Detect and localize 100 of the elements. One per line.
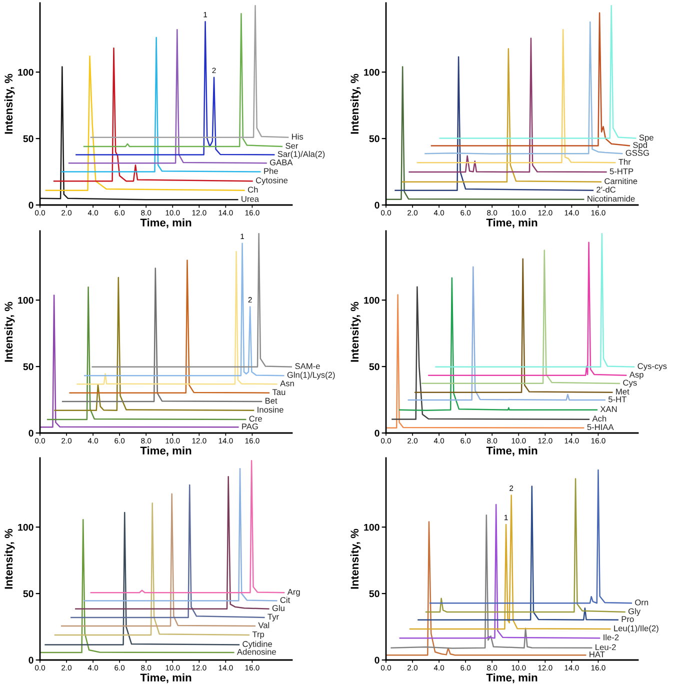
y-tick-label: 0 bbox=[28, 430, 34, 437]
y-tick-label: 50 bbox=[369, 135, 380, 142]
line-series bbox=[75, 476, 270, 610]
x-axis-title: Time, min bbox=[486, 673, 538, 684]
line-series bbox=[84, 242, 284, 376]
line-series bbox=[46, 286, 246, 420]
x-axis-title: Time, min bbox=[486, 446, 538, 456]
line-series bbox=[399, 277, 598, 412]
x-axis-title: Time, min bbox=[140, 218, 192, 228]
y-axis-title: Intensity, % bbox=[350, 528, 361, 589]
line-series bbox=[60, 493, 256, 627]
line-series bbox=[428, 242, 627, 376]
y-tick-label: 100 bbox=[364, 68, 380, 76]
line-series bbox=[60, 36, 261, 172]
x-axis-title: Time, min bbox=[486, 218, 538, 228]
y-tick-label: 0 bbox=[374, 430, 380, 437]
line-series bbox=[392, 286, 590, 420]
y-tick-label: 0 bbox=[374, 656, 380, 664]
series-label: Tyr bbox=[268, 614, 279, 622]
line-series bbox=[70, 484, 265, 618]
series-label: Bet bbox=[265, 398, 278, 404]
series-label: Nicotinamide bbox=[588, 196, 635, 202]
series-label: Arg bbox=[287, 589, 300, 597]
y-tick-label: 100 bbox=[18, 524, 34, 531]
series-label: Cytidine bbox=[242, 640, 272, 649]
y-axis-title: Intensity, % bbox=[350, 302, 361, 362]
y-tick-label: 0 bbox=[28, 202, 34, 209]
line-series bbox=[439, 5, 636, 139]
line-series bbox=[69, 260, 270, 394]
line-series bbox=[54, 276, 254, 412]
series-label: Trp bbox=[252, 631, 264, 639]
series-label: Carnitine bbox=[604, 178, 638, 184]
line-series bbox=[386, 294, 584, 428]
line-series bbox=[40, 519, 234, 654]
line-series bbox=[90, 460, 285, 594]
series-label: Leu-2 bbox=[596, 644, 616, 650]
line-series bbox=[53, 48, 253, 182]
series-label: HAT bbox=[590, 652, 605, 658]
series-label: Glu bbox=[272, 604, 284, 612]
line-series bbox=[430, 12, 630, 146]
series-label: GSSG bbox=[626, 150, 649, 156]
series-label: XAN bbox=[600, 406, 617, 412]
series-label: Cit bbox=[280, 596, 290, 603]
series-label: Cys bbox=[623, 380, 637, 388]
series-label: Gln(1)/Lys(2) bbox=[287, 372, 335, 380]
line-series bbox=[408, 38, 607, 173]
line-series bbox=[409, 494, 611, 630]
line-series bbox=[44, 512, 240, 646]
line-series bbox=[399, 504, 600, 639]
series-label: Ile-2 bbox=[604, 634, 619, 640]
y-tick-label: 100 bbox=[364, 524, 380, 531]
line-series bbox=[408, 266, 606, 401]
line-series bbox=[430, 469, 632, 604]
line-series bbox=[435, 233, 635, 368]
series-label: 5-HT bbox=[608, 396, 626, 402]
y-tick-label: 0 bbox=[374, 202, 380, 209]
y-tick-label: 50 bbox=[23, 590, 34, 598]
y-tick-label: 50 bbox=[369, 590, 380, 598]
series-label: Spd bbox=[633, 142, 647, 150]
line-series bbox=[76, 250, 278, 385]
series-label: Urea bbox=[242, 196, 259, 202]
line-series bbox=[402, 48, 602, 182]
y-tick-label: 0 bbox=[28, 656, 34, 664]
line-series bbox=[40, 66, 238, 200]
line-series bbox=[45, 56, 245, 192]
series-label: Ach bbox=[592, 415, 606, 422]
y-tick-label: 50 bbox=[23, 363, 34, 370]
series-label: 5-HIAA bbox=[587, 424, 614, 430]
series-label: Gly bbox=[628, 608, 641, 616]
y-tick-label: 100 bbox=[18, 296, 34, 304]
series-label: Cytosine bbox=[256, 177, 288, 185]
x-axis-title: Time, min bbox=[140, 446, 192, 456]
line-series bbox=[92, 233, 292, 368]
series-label: 2′-dC bbox=[596, 186, 616, 193]
series-label: Sar(1)/Ala(2) bbox=[278, 150, 325, 159]
series-label: Leu(1)/Ile(2) bbox=[614, 625, 658, 633]
series-label: Adenosine bbox=[236, 648, 276, 655]
series-label: PAG bbox=[242, 423, 258, 430]
line-series bbox=[414, 258, 613, 393]
series-label: Pro bbox=[622, 616, 634, 622]
series-label: Tau bbox=[272, 389, 286, 396]
series-label: 5-HTP bbox=[610, 168, 634, 174]
line-series bbox=[40, 294, 239, 428]
series-label: Asn bbox=[280, 380, 294, 386]
series-label: Asp bbox=[629, 372, 644, 380]
series-label: Val bbox=[258, 622, 270, 628]
series-label: His bbox=[292, 133, 304, 140]
y-axis-title: Intensity, % bbox=[4, 302, 15, 362]
y-tick-label: 100 bbox=[364, 296, 380, 304]
line-series bbox=[84, 468, 278, 602]
y-tick-label: 50 bbox=[369, 363, 380, 370]
series-label: Phe bbox=[264, 168, 278, 174]
y-axis-title: Intensity, % bbox=[4, 74, 15, 134]
series-label: SAM-e bbox=[295, 363, 320, 370]
series-label: Ch bbox=[248, 186, 258, 193]
line-series bbox=[62, 268, 262, 402]
series-label: GABA bbox=[270, 159, 293, 166]
line-series bbox=[83, 13, 283, 148]
x-axis-title: Time, min bbox=[140, 673, 192, 684]
y-tick-label: 50 bbox=[23, 135, 34, 142]
